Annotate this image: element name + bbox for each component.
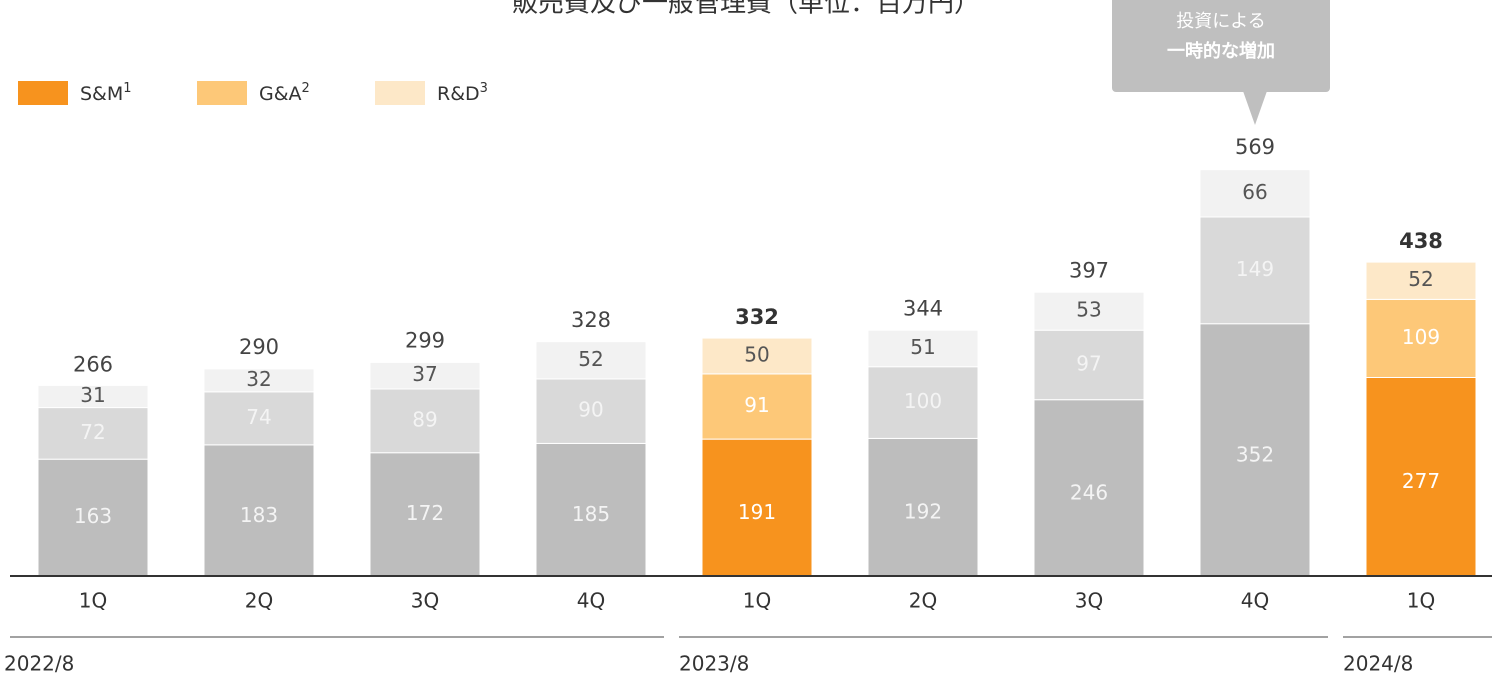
segment-label: 53 bbox=[1076, 298, 1101, 322]
group-label: 2023/8 bbox=[679, 652, 749, 676]
bar-segment bbox=[203, 368, 315, 393]
legend-note: 3 bbox=[480, 81, 488, 96]
legend-name: G&A bbox=[259, 83, 302, 105]
group-label: 2022/8 bbox=[4, 652, 74, 676]
segment-label: 185 bbox=[572, 502, 610, 526]
total-label: 397 bbox=[1069, 258, 1109, 282]
total-label: 569 bbox=[1235, 135, 1275, 159]
segment-label: 277 bbox=[1402, 469, 1440, 493]
segment-label: 52 bbox=[1408, 267, 1433, 291]
segment-label: 31 bbox=[80, 383, 105, 407]
x-tick-label: 3Q bbox=[1075, 589, 1103, 613]
x-tick-label: 1Q bbox=[79, 589, 107, 613]
segment-label: 66 bbox=[1242, 180, 1267, 204]
segment-label: 32 bbox=[246, 367, 271, 391]
segment-label: 163 bbox=[74, 504, 112, 528]
segment-label: 52 bbox=[578, 347, 603, 371]
bar-segment bbox=[1033, 291, 1145, 331]
callout-pointer bbox=[1243, 91, 1267, 125]
bar-segment bbox=[701, 438, 813, 577]
legend-swatch bbox=[18, 81, 68, 105]
bar-segment bbox=[867, 366, 979, 439]
bar-segment bbox=[37, 458, 149, 577]
x-tick-label: 4Q bbox=[1241, 589, 1269, 613]
segment-label: 149 bbox=[1236, 257, 1274, 281]
bar-segment bbox=[1199, 169, 1311, 218]
bar-segment bbox=[867, 329, 979, 368]
legend-note: 2 bbox=[302, 81, 310, 96]
bar-segment bbox=[535, 442, 647, 577]
legend-label: R&D3 bbox=[437, 81, 488, 105]
segment-label: 74 bbox=[246, 405, 271, 429]
callout-text: 投資による bbox=[1176, 11, 1265, 32]
segment-label: 172 bbox=[406, 501, 444, 525]
segment-label: 246 bbox=[1070, 480, 1108, 504]
bar-segment bbox=[867, 437, 979, 577]
x-tick-label: 1Q bbox=[1407, 589, 1435, 613]
legend-name: R&D bbox=[437, 83, 480, 105]
legend-swatch bbox=[375, 81, 425, 105]
segment-label: 90 bbox=[578, 398, 603, 422]
segment-label: 89 bbox=[412, 407, 437, 431]
bar-segment bbox=[701, 337, 813, 375]
legend-swatch bbox=[197, 81, 247, 105]
legend-label: S&M1 bbox=[80, 81, 132, 105]
bar-segment bbox=[369, 388, 481, 454]
chart-title: 販売費及び一般管理費（単位：百万円） bbox=[512, 0, 980, 19]
segment-label: 192 bbox=[904, 500, 942, 524]
segment-label: 72 bbox=[80, 420, 105, 444]
bar-segment bbox=[1199, 216, 1311, 325]
bar-segment bbox=[37, 407, 149, 460]
segment-label: 91 bbox=[744, 393, 769, 417]
total-label: 344 bbox=[903, 296, 943, 320]
segment-label: 352 bbox=[1236, 442, 1274, 466]
total-label: 332 bbox=[735, 305, 779, 329]
bar-segment bbox=[37, 384, 149, 409]
x-tick-label: 2Q bbox=[909, 589, 937, 613]
total-label: 438 bbox=[1399, 229, 1443, 253]
callout-box bbox=[1112, 0, 1330, 92]
segment-label: 109 bbox=[1402, 325, 1440, 349]
callout-text: 一時的な増加 bbox=[1167, 40, 1275, 62]
total-label: 266 bbox=[73, 352, 113, 376]
segment-label: 50 bbox=[744, 342, 769, 366]
x-tick-label: 3Q bbox=[411, 589, 439, 613]
legend-label: G&A2 bbox=[259, 81, 310, 105]
group-label: 2024/8 bbox=[1343, 652, 1413, 676]
x-tick-label: 4Q bbox=[577, 589, 605, 613]
bar-segment bbox=[535, 341, 647, 380]
segment-label: 100 bbox=[904, 389, 942, 413]
segment-label: 51 bbox=[910, 335, 935, 359]
segment-label: 37 bbox=[412, 362, 437, 386]
bar-segment bbox=[369, 361, 481, 390]
bar-segment bbox=[369, 452, 481, 577]
legend-name: S&M bbox=[80, 83, 123, 105]
x-tick-label: 2Q bbox=[245, 589, 273, 613]
legend-note: 1 bbox=[123, 81, 131, 96]
segment-label: 97 bbox=[1076, 351, 1101, 375]
bar-segment bbox=[1033, 399, 1145, 577]
x-tick-label: 1Q bbox=[743, 589, 771, 613]
bar-segment bbox=[1365, 376, 1477, 577]
total-label: 290 bbox=[239, 335, 279, 359]
segment-label: 191 bbox=[738, 500, 776, 524]
segment-label: 183 bbox=[240, 503, 278, 527]
bar-segment bbox=[203, 444, 315, 577]
total-label: 328 bbox=[571, 308, 611, 332]
total-label: 299 bbox=[405, 329, 445, 353]
bar-segment bbox=[535, 378, 647, 444]
bar-segment bbox=[1365, 261, 1477, 300]
bar-segment bbox=[1199, 323, 1311, 577]
bar-segment bbox=[701, 373, 813, 440]
bar-segment bbox=[203, 391, 315, 446]
